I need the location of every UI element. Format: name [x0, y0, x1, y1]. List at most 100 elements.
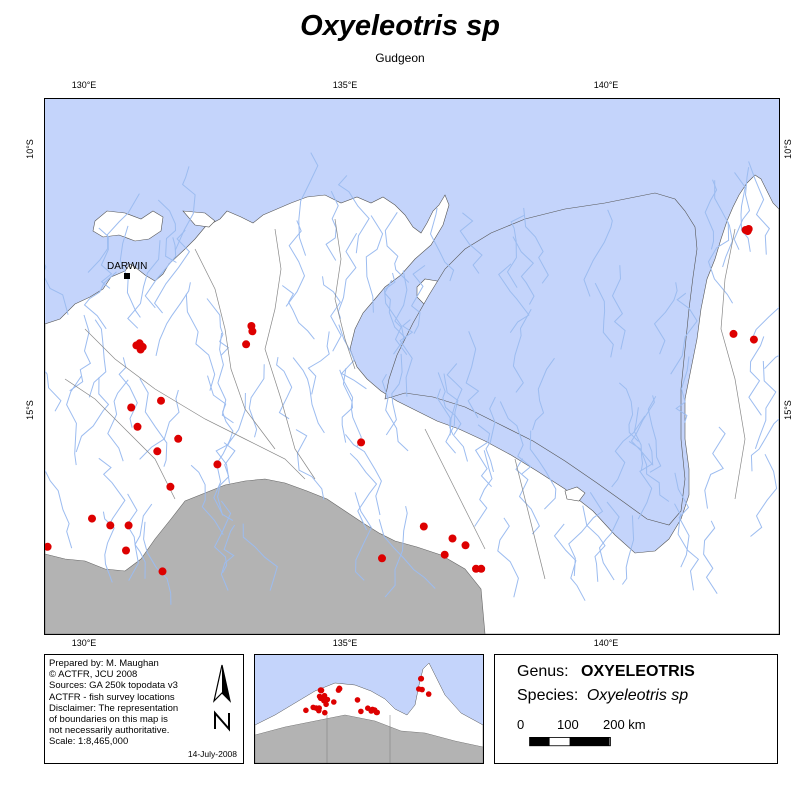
river-line [87, 193, 140, 273]
river-line [322, 276, 342, 352]
survey-point[interactable] [213, 460, 222, 469]
survey-point[interactable] [461, 541, 470, 550]
river-line [750, 418, 779, 472]
inset-survey-point [425, 691, 432, 697]
survey-point[interactable] [749, 335, 758, 344]
survey-point[interactable] [166, 482, 175, 491]
river-line [338, 324, 367, 390]
lat-tick-right-15: 15°S [783, 400, 793, 420]
river-line [754, 360, 777, 449]
survey-point[interactable] [133, 422, 142, 431]
survey-point[interactable] [419, 522, 428, 531]
land-outside-region [45, 478, 486, 634]
river-line [506, 214, 525, 288]
river-line [437, 372, 462, 435]
river-line [734, 172, 751, 252]
survey-point[interactable] [174, 434, 183, 443]
survey-point[interactable] [124, 521, 133, 530]
gulf-of-carpentaria [384, 192, 698, 526]
credits-panel: Prepared by: M. Maughan © ACTFR, JCU 200… [44, 654, 244, 764]
river-line [532, 357, 555, 431]
river-line [206, 298, 230, 356]
inset-survey-point [322, 709, 328, 716]
river-line [207, 375, 234, 445]
river-line [66, 375, 82, 466]
survey-point[interactable] [744, 225, 753, 233]
river-line [213, 437, 234, 522]
river-line [621, 515, 635, 585]
map-subtitle: Gudgeon [375, 51, 425, 65]
river-line [213, 500, 232, 574]
survey-point[interactable] [88, 514, 96, 523]
species-row: Species: Oxyeleotris sp [517, 687, 755, 705]
credits-line: of boundaries on this map is [49, 714, 168, 726]
river-line [647, 396, 662, 473]
river-line [764, 354, 779, 370]
credits-line: not necessarily authoritative. [49, 725, 170, 737]
lon-tick-top-135: 135°E [332, 80, 358, 90]
river-line [215, 392, 246, 484]
legend-panel: Genus: OXYELEOTRIS Species: Oxyeleotris … [494, 654, 778, 764]
land-wellesley-islands [564, 486, 586, 502]
river-line [217, 332, 234, 424]
survey-point[interactable] [378, 554, 386, 563]
catchment-boundaries [64, 218, 746, 580]
river-line [674, 503, 700, 591]
river-line [499, 401, 532, 475]
river-line [88, 319, 107, 398]
inset-survey-point [323, 701, 329, 708]
survey-point[interactable] [357, 438, 366, 447]
river-line [529, 430, 557, 510]
lon-tick-top-140: 140°E [593, 80, 619, 90]
river-line [512, 236, 535, 305]
river-line [298, 152, 319, 256]
survey-point[interactable] [157, 396, 165, 405]
land-croker-island [182, 210, 216, 228]
river-line [282, 285, 315, 340]
lat-tick-right-10: 10°S [783, 139, 793, 159]
river-line [628, 440, 670, 502]
survey-point[interactable] [477, 564, 486, 573]
north-arrow-icon [212, 664, 232, 732]
river-line [497, 517, 519, 598]
lat-tick-left-15: 15°S [25, 400, 35, 420]
river-line [637, 443, 654, 520]
inset-survey-point [418, 675, 425, 682]
survey-point[interactable] [127, 403, 136, 412]
species-label: Species: [517, 687, 579, 704]
credits-line: © ACTFR, JCU 2008 [49, 669, 138, 681]
river-line [174, 166, 196, 251]
genus-row: Genus: OXYELEOTRIS [517, 663, 755, 681]
river-line [598, 501, 620, 581]
river-line [670, 292, 698, 375]
river-line [220, 524, 236, 591]
lon-tick-top-130: 130°E [71, 80, 97, 90]
survey-points [45, 225, 758, 576]
survey-point[interactable] [448, 534, 457, 543]
river-line [190, 464, 224, 536]
river-line [354, 492, 372, 581]
river-line [337, 175, 370, 254]
river-line [704, 179, 718, 250]
lon-tick-bottom-140: 140°E [593, 638, 619, 648]
river-line [276, 357, 293, 420]
darwin-label: DARWIN [107, 261, 147, 272]
survey-point[interactable] [136, 345, 145, 354]
survey-point[interactable] [45, 542, 52, 551]
inset-survey-point [303, 707, 309, 714]
survey-point[interactable] [242, 340, 251, 349]
main-map[interactable]: DARWIN [44, 98, 780, 635]
river-line [45, 370, 62, 412]
survey-point[interactable] [729, 329, 738, 338]
survey-point[interactable] [153, 447, 162, 456]
inset-survey-point [318, 687, 324, 694]
river-line [107, 379, 129, 462]
river-line [349, 452, 378, 531]
survey-point[interactable] [106, 521, 115, 530]
survey-point[interactable] [122, 546, 130, 555]
survey-point[interactable] [248, 327, 257, 336]
river-line [465, 331, 480, 419]
survey-point[interactable] [440, 550, 449, 559]
survey-point[interactable] [158, 567, 167, 576]
inset-map[interactable] [254, 654, 484, 764]
